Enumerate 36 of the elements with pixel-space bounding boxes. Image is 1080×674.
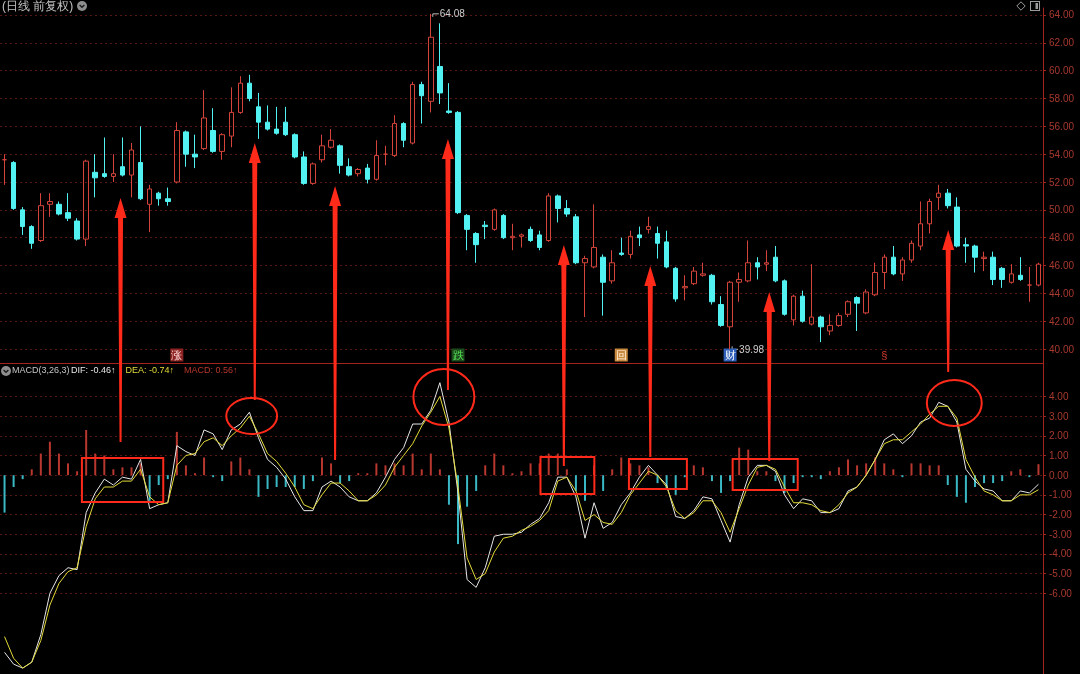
y-tick-label: 44.00 — [1049, 287, 1075, 299]
y-tick-label: 46.00 — [1049, 260, 1075, 272]
text: MACD: 0.56↑ — [184, 364, 238, 375]
y-tick-label: -5.00 — [1049, 568, 1073, 580]
annotation: 39.98 — [739, 343, 765, 355]
y-tick-label: 42.00 — [1049, 315, 1075, 327]
y-tick-label: -2.00 — [1049, 509, 1073, 521]
y-tick-label: 4.00 — [1049, 390, 1069, 402]
y-tick-label: 58.00 — [1049, 92, 1075, 104]
annotation: § — [881, 349, 888, 361]
chart-title: MACD(3,26,3) — [12, 364, 70, 375]
y-tick-label: 2.00 — [1049, 430, 1069, 442]
text: DIF: -0.46↑ — [71, 364, 116, 375]
y-tick-label: 52.00 — [1049, 176, 1075, 188]
y-tick-label: 62.00 — [1049, 37, 1075, 49]
annotation: 64.08 — [439, 8, 466, 20]
annotation: 跌 — [452, 349, 464, 361]
y-tick-label: -4.00 — [1049, 548, 1073, 560]
y-tick-label: -6.00 — [1049, 587, 1073, 599]
annotation: 回 — [615, 349, 627, 361]
y-tick-label: -3.00 — [1049, 528, 1073, 540]
y-tick-label: -1.00 — [1049, 489, 1073, 501]
y-tick-label: 50.00 — [1049, 204, 1075, 216]
y-tick-label: 1.00 — [1049, 450, 1069, 462]
annotation: 涨 — [171, 349, 183, 361]
y-tick-label: 54.00 — [1049, 148, 1075, 160]
y-tick-label: 64.00 — [1049, 9, 1075, 21]
y-tick-label: 56.00 — [1049, 120, 1075, 132]
text: DEA: -0.74↑ — [125, 364, 175, 375]
y-tick-label: 40.00 — [1049, 343, 1075, 355]
chart-title: (日线 前复权) — [2, 0, 74, 13]
annotation: 财 — [724, 349, 736, 361]
y-tick-label: 3.00 — [1049, 410, 1069, 422]
y-tick-label: 0.00 — [1049, 469, 1069, 481]
y-tick-label: 60.00 — [1049, 65, 1075, 77]
y-tick-label: 48.00 — [1049, 232, 1075, 244]
